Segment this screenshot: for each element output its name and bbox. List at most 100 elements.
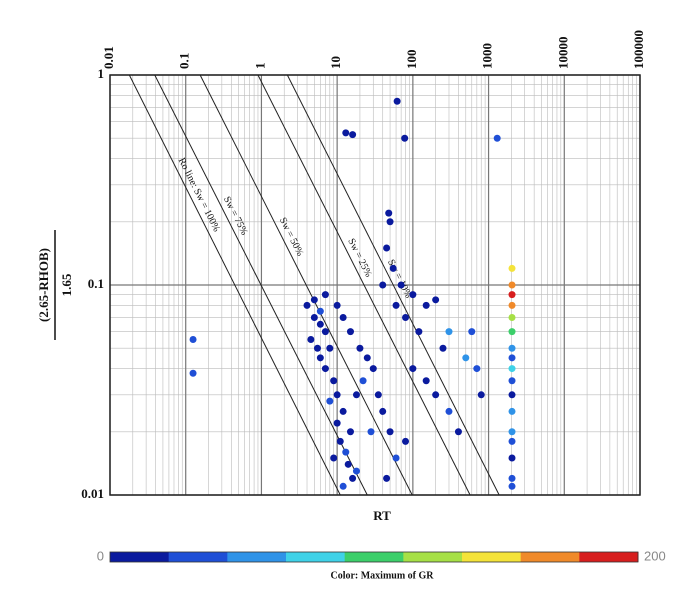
saturation-line [154, 74, 368, 496]
point [339, 407, 347, 415]
plot-frame [109, 74, 641, 496]
point [310, 296, 318, 304]
point [462, 354, 470, 362]
point [392, 454, 400, 462]
y-label-numerator: (2.65-RHOB) [36, 248, 51, 322]
point [468, 328, 476, 336]
point [321, 365, 329, 373]
point [508, 482, 516, 490]
point [392, 301, 400, 309]
colorbar-segment [344, 552, 404, 562]
point [386, 428, 394, 436]
x-tick-label: 0.1 [177, 53, 192, 69]
point [307, 336, 315, 344]
point [445, 407, 453, 415]
x-tick-label: 10000 [555, 37, 570, 70]
colorbar-frame [109, 551, 639, 563]
point [339, 482, 347, 490]
y-tick-label: 1 [98, 66, 105, 81]
x-tick-label: 100 [404, 50, 419, 70]
point [401, 134, 409, 142]
point [432, 391, 440, 399]
point [432, 296, 440, 304]
line-label: Sw = 25% [345, 237, 374, 279]
point [402, 437, 410, 445]
x-tick-label: 100000 [631, 30, 646, 69]
point [508, 264, 516, 272]
point [330, 454, 338, 462]
colorbar-segment [110, 552, 170, 562]
point [316, 320, 324, 328]
line-label: Sw = 50% [277, 216, 306, 258]
point [508, 365, 516, 373]
point [508, 428, 516, 436]
saturation-line [199, 74, 413, 496]
point [422, 377, 430, 385]
point [316, 354, 324, 362]
point [363, 354, 371, 362]
colorbar-min-label: 0 [97, 548, 104, 563]
x-axis-label: RT [373, 508, 391, 523]
point [386, 218, 394, 226]
point [508, 301, 516, 309]
x-tick-label: 1 [252, 63, 267, 70]
point [422, 301, 430, 309]
point [508, 354, 516, 362]
point [389, 264, 397, 272]
point [397, 281, 405, 289]
point [508, 391, 516, 399]
y-tick-label: 0.1 [88, 276, 104, 291]
point [493, 134, 501, 142]
colorbar-segment [579, 552, 639, 562]
point [349, 474, 357, 482]
point [379, 407, 387, 415]
colorbar-max-label: 200 [644, 548, 666, 563]
y-label-denominator: 1.65 [59, 273, 74, 296]
x-tick-label: 10 [328, 56, 343, 69]
point [316, 307, 324, 315]
point [326, 397, 334, 405]
point [313, 344, 321, 352]
point [508, 291, 516, 299]
point [367, 428, 375, 436]
point [415, 328, 423, 336]
point [346, 328, 354, 336]
point [189, 369, 197, 377]
point [508, 281, 516, 289]
point [409, 365, 417, 373]
colorbar-segment [403, 552, 463, 562]
point [330, 377, 338, 385]
saturation-line [286, 74, 500, 496]
point [333, 419, 341, 427]
point [508, 344, 516, 352]
point [409, 291, 417, 299]
point [383, 474, 391, 482]
colorbar-segment [462, 552, 522, 562]
point [508, 328, 516, 336]
point [342, 448, 350, 456]
point [383, 244, 391, 252]
line-label: Sw = 75% [221, 195, 250, 237]
point [379, 281, 387, 289]
saturation-line [128, 74, 341, 496]
point [352, 391, 360, 399]
colorbar-segment [286, 552, 346, 562]
colorbar-title: Color: Maximum of GR [330, 570, 434, 581]
saturation-line [257, 74, 471, 496]
point [303, 301, 311, 309]
colorbar-segment [227, 552, 287, 562]
point [356, 344, 364, 352]
point [344, 460, 352, 468]
colorbar-segment [520, 552, 580, 562]
point [508, 314, 516, 322]
point [359, 377, 367, 385]
point [352, 467, 360, 475]
point [321, 328, 329, 336]
point [333, 391, 341, 399]
x-tick-label: 1000 [480, 43, 495, 69]
point [477, 391, 485, 399]
point [454, 428, 462, 436]
point [333, 301, 341, 309]
point [393, 97, 401, 105]
